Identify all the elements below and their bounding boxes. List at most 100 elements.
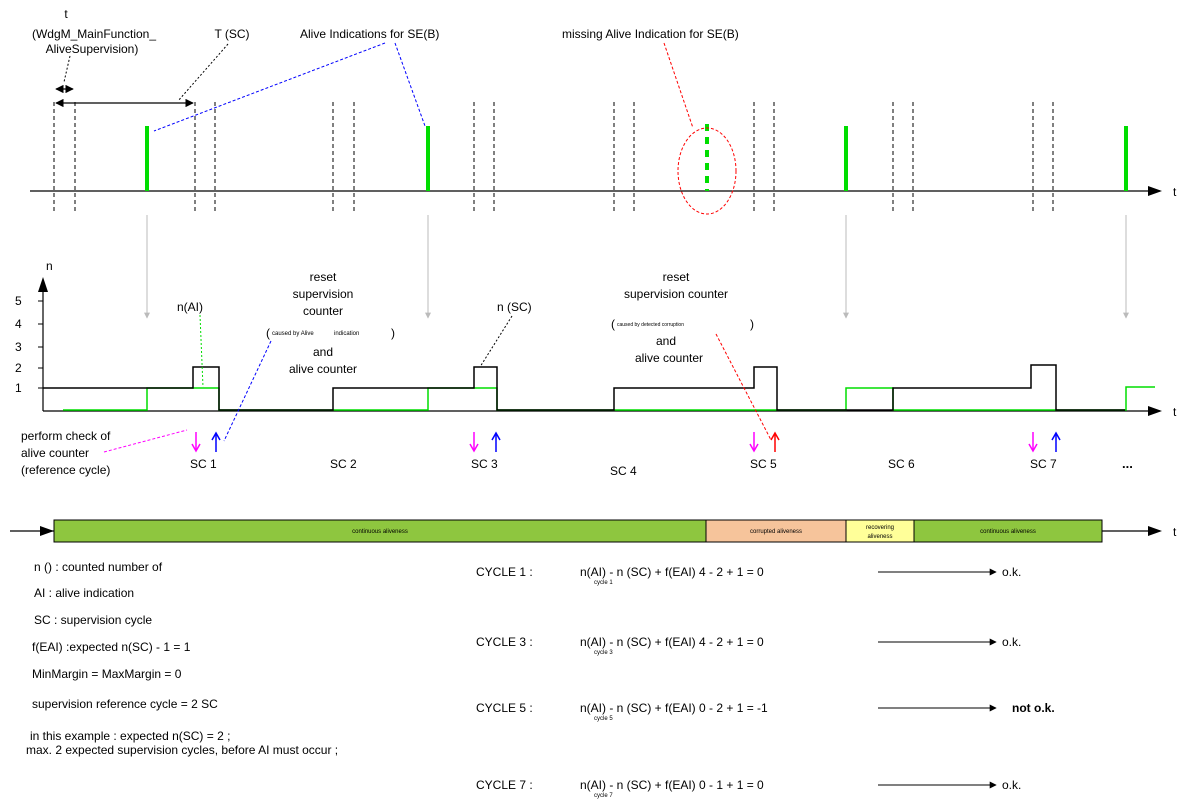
sc-label-5: SC 5 bbox=[750, 457, 777, 471]
grey-connector-arrows bbox=[144, 215, 1129, 319]
cycle-3-row: CYCLE 3 : n(AI) - n (SC) + f(EAI) 4 - 2 … bbox=[476, 635, 1021, 656]
y-tick-4: 4 bbox=[15, 317, 22, 331]
wdgm-t-label: t bbox=[64, 7, 68, 21]
cycle-7-result: o.k. bbox=[1002, 778, 1021, 792]
legend-line-2: AI : alive indication bbox=[34, 586, 134, 600]
cycle-evaluations: CYCLE 1 : n(AI) - n (SC) + f(EAI) 4 - 2 … bbox=[476, 565, 1055, 799]
svg-text:counter: counter bbox=[303, 304, 343, 318]
n-ai-leader bbox=[199, 314, 204, 388]
cycle-boundary-lines bbox=[53, 102, 1054, 214]
counter-axis-t: t bbox=[1173, 405, 1177, 419]
sc-label-6: SC 6 bbox=[888, 457, 915, 471]
cycle-3-formula: n(AI) - n (SC) + f(EAI) 4 - 2 + 1 = 0 bbox=[580, 635, 764, 649]
alive-indications-label: Alive Indications for SE(B) bbox=[300, 27, 439, 41]
cycle-5-formula: n(AI) - n (SC) + f(EAI) 0 - 2 + 1 = -1 bbox=[580, 701, 768, 715]
cycle-7-name: CYCLE 7 : bbox=[476, 778, 533, 792]
svg-text:reset: reset bbox=[663, 270, 690, 284]
cycle-3-sub: cycle 3 bbox=[594, 650, 613, 656]
svg-text:alive counter: alive counter bbox=[21, 446, 89, 460]
n-sc-label: n (SC) bbox=[497, 300, 532, 314]
cycle-7-formula: n(AI) - n (SC) + f(EAI) 0 - 1 + 1 = 0 bbox=[580, 778, 764, 792]
cycle-1-formula: n(AI) - n (SC) + f(EAI) 4 - 2 + 1 = 0 bbox=[580, 565, 764, 579]
segment-continuous-2 bbox=[913, 519, 1103, 543]
svg-text:(: ( bbox=[266, 326, 270, 340]
svg-text:alive counter: alive counter bbox=[289, 362, 357, 376]
y-tick-marks bbox=[38, 300, 43, 389]
wdgm-function-line1: (WdgM_MainFunction_ bbox=[32, 27, 156, 41]
legend-line-8: max. 2 expected supervision cycles, befo… bbox=[26, 743, 338, 757]
cycle-5-row: CYCLE 5 : n(AI) - n (SC) + f(EAI) 0 - 2 … bbox=[476, 701, 1055, 722]
cycle-1-row: CYCLE 1 : n(AI) - n (SC) + f(EAI) 4 - 2 … bbox=[476, 565, 1021, 586]
top-timeline: t t (WdgM_MainFunction_ AliveSupervision… bbox=[30, 7, 1177, 319]
n-sc-leader bbox=[479, 315, 513, 368]
missing-indication-ellipse bbox=[677, 127, 737, 215]
legend-line-6: supervision reference cycle = 2 SC bbox=[32, 697, 218, 711]
sc-label-7: SC 7 bbox=[1030, 457, 1057, 471]
y-tick-1: 1 bbox=[15, 381, 22, 395]
svg-text:caused by detected corruption: caused by detected corruption bbox=[617, 322, 684, 328]
cycle-5-result: not o.k. bbox=[1012, 701, 1055, 715]
check-arrows bbox=[191, 431, 1061, 453]
sc-label-1: SC 1 bbox=[190, 457, 217, 471]
svg-text:): ) bbox=[750, 317, 754, 331]
legend-line-4: f(EAI) :expected n(SC) - 1 = 1 bbox=[32, 640, 191, 654]
legend-line-7: in this example : expected n(SC) = 2 ; bbox=[30, 729, 230, 743]
segment-continuous-2-label: continuous aliveness bbox=[980, 529, 1036, 535]
cycle-1-result: o.k. bbox=[1002, 565, 1021, 579]
svg-text:(: ( bbox=[611, 317, 615, 331]
status-timeline: t continuous aliveness corrupted alivene… bbox=[10, 519, 1177, 543]
reset-annotation-1: reset supervision counter ( caused by Al… bbox=[223, 270, 395, 442]
svg-text:perform check of: perform check of bbox=[21, 429, 111, 443]
cycle-3-name: CYCLE 3 : bbox=[476, 635, 533, 649]
n-axis-label: n bbox=[46, 259, 53, 273]
sc-label-3: SC 3 bbox=[471, 457, 498, 471]
cycle-7-row: CYCLE 7 : n(AI) - n (SC) + f(EAI) 0 - 1 … bbox=[476, 778, 1021, 799]
wdgm-interval-leader bbox=[63, 55, 71, 83]
y-tick-2: 2 bbox=[15, 361, 22, 375]
sc-label-4: SC 4 bbox=[610, 464, 637, 478]
svg-text:caused by Alive: caused by Alive bbox=[272, 331, 314, 337]
t-sc-label: T (SC) bbox=[214, 27, 249, 41]
status-axis-arrowhead-left bbox=[40, 526, 54, 536]
legend: n () : counted number of AI : alive indi… bbox=[26, 560, 338, 757]
segment-corrupted-label: corrupted aliveness bbox=[750, 529, 802, 535]
cycle-1-name: CYCLE 1 : bbox=[476, 565, 533, 579]
y-tick-5: 5 bbox=[15, 294, 22, 308]
cycle-3-result: o.k. bbox=[1002, 635, 1021, 649]
svg-text:supervision: supervision bbox=[293, 287, 354, 301]
ellipsis: ... bbox=[1122, 456, 1133, 471]
supervision-counter-curve bbox=[43, 364, 1125, 411]
top-axis-t: t bbox=[1173, 185, 1177, 199]
legend-line-5: MinMargin = MaxMargin = 0 bbox=[32, 667, 182, 681]
sc-label-2: SC 2 bbox=[330, 457, 357, 471]
segment-recovering-label1: recovering bbox=[866, 525, 894, 531]
alive-indication-pulses bbox=[145, 126, 1128, 191]
svg-text:and: and bbox=[656, 334, 676, 348]
alive-leader-2 bbox=[394, 42, 426, 127]
cycle-5-name: CYCLE 5 : bbox=[476, 701, 533, 715]
segment-continuous-1-label: continuous aliveness bbox=[352, 529, 408, 535]
t-sc-leader bbox=[177, 43, 229, 102]
status-axis-arrowhead-right bbox=[1148, 526, 1162, 536]
reset-annotation-2: reset supervision counter ( caused by de… bbox=[611, 270, 772, 441]
svg-text:): ) bbox=[391, 326, 395, 340]
svg-text:reset: reset bbox=[310, 270, 337, 284]
cycle-5-sub: cycle 5 bbox=[594, 716, 613, 722]
n-ai-label: n(AI) bbox=[177, 300, 203, 314]
y-tick-3: 3 bbox=[15, 340, 22, 354]
missing-leader bbox=[663, 42, 694, 129]
cycle-7-sub: cycle 7 bbox=[594, 793, 613, 799]
svg-text:alive counter: alive counter bbox=[635, 351, 703, 365]
segment-recovering-label2: aliveness bbox=[867, 534, 892, 540]
svg-text:indication: indication bbox=[334, 331, 359, 337]
alive-leader-1 bbox=[153, 42, 386, 132]
perform-check-annotation: perform check of alive counter (referenc… bbox=[21, 429, 188, 477]
missing-indication-label: missing Alive Indication for SE(B) bbox=[562, 27, 739, 41]
wdgm-function-line2: AliveSupervision) bbox=[46, 42, 139, 56]
top-axis-arrowhead bbox=[1148, 186, 1162, 196]
svg-text:and: and bbox=[313, 345, 333, 359]
counter-diagram: n 1 2 3 4 5 t n(AI) n (SC) reset sup bbox=[15, 259, 1177, 478]
cycle-1-sub: cycle 1 bbox=[594, 580, 613, 586]
counter-axis-arrowhead bbox=[1148, 406, 1162, 416]
